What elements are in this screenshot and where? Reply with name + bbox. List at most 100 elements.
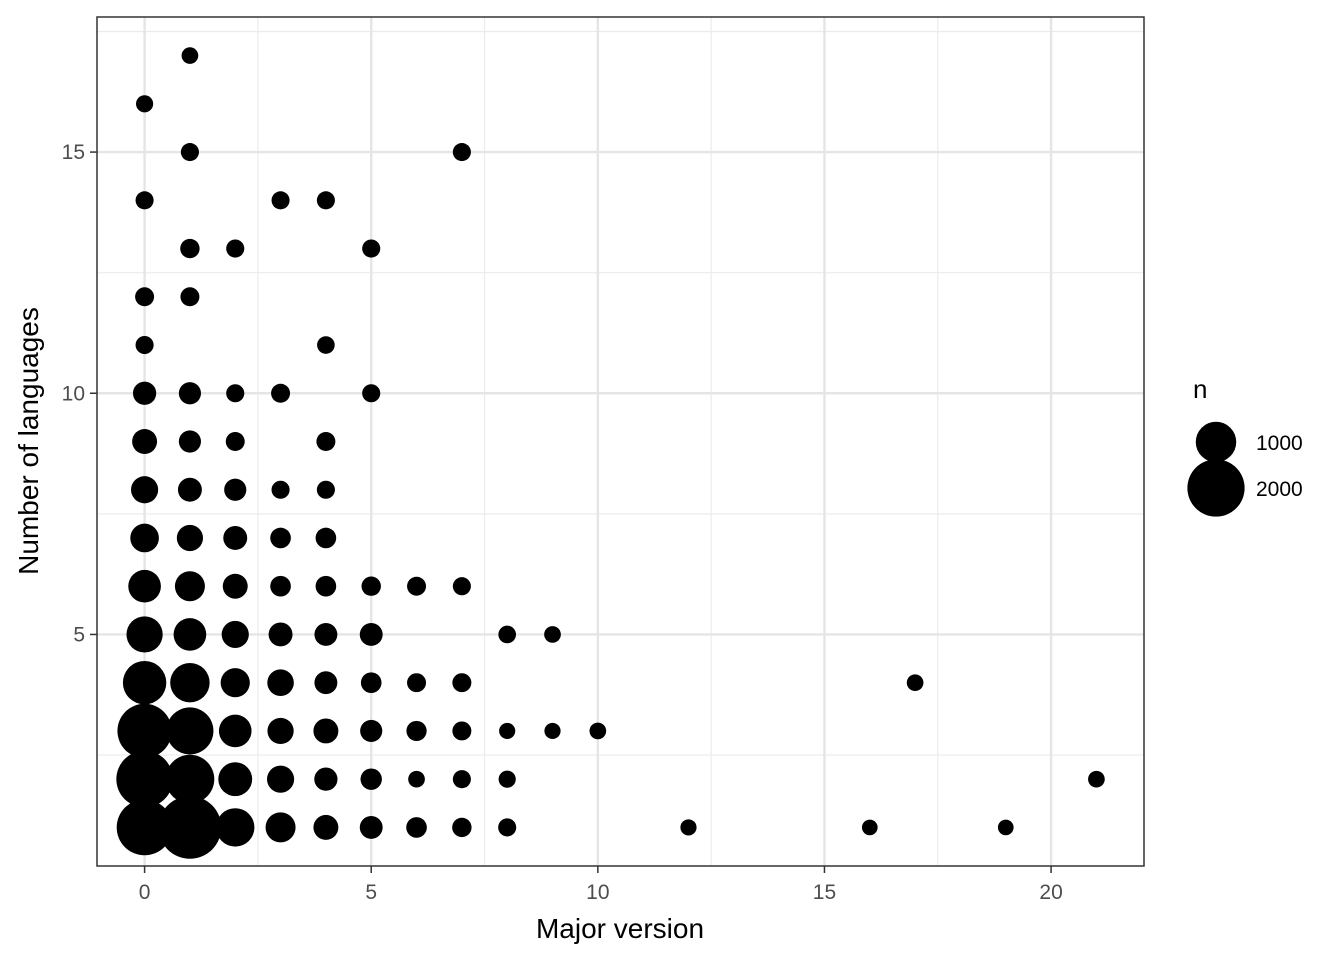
data-point: [314, 623, 338, 646]
data-point: [218, 714, 252, 748]
data-point: [407, 576, 427, 596]
data-point: [178, 382, 202, 405]
size-legend: n 1000 2000: [1187, 374, 1303, 517]
data-point: [268, 622, 293, 647]
data-point: [313, 718, 339, 744]
data-point: [218, 762, 253, 797]
data-point: [174, 571, 205, 602]
data-point: [266, 765, 295, 793]
data-point: [452, 770, 471, 789]
data-point: [226, 239, 245, 258]
data-point: [452, 817, 472, 838]
data-point: [406, 720, 427, 742]
data-point: [178, 430, 202, 453]
data-point: [906, 674, 924, 692]
legend-label: 2000: [1256, 478, 1303, 501]
data-point: [271, 383, 291, 403]
data-point: [544, 722, 561, 740]
data-point: [173, 618, 207, 651]
legend-title: n: [1193, 374, 1207, 404]
data-point: [132, 381, 157, 405]
data-point: [316, 191, 335, 210]
legend-key: [1187, 459, 1245, 517]
data-point: [131, 476, 159, 504]
data-point: [498, 770, 516, 788]
data-point: [315, 527, 337, 549]
data-point: [225, 432, 245, 451]
data-point: [316, 480, 335, 499]
x-tick-label: 15: [813, 881, 836, 904]
y-tick-label: 5: [73, 623, 85, 646]
data-point: [132, 429, 158, 454]
data-point: [180, 143, 199, 162]
data-point: [180, 287, 200, 307]
data-point: [452, 143, 471, 162]
data-point: [407, 673, 427, 693]
data-point: [360, 719, 383, 743]
data-point: [316, 432, 336, 451]
data-point: [1088, 770, 1105, 788]
data-point: [126, 616, 163, 653]
data-point: [314, 767, 338, 791]
data-point: [544, 626, 561, 643]
data-point: [314, 671, 338, 695]
data-point: [271, 480, 290, 499]
data-point: [267, 717, 294, 745]
data-point: [498, 818, 517, 837]
data-point: [452, 577, 471, 596]
data-point: [362, 239, 381, 258]
data-point: [130, 523, 159, 553]
data-point: [223, 526, 248, 550]
data-point: [180, 238, 200, 259]
data-point: [270, 527, 291, 549]
data-point: [452, 673, 472, 693]
x-tick-label: 20: [1039, 881, 1062, 904]
data-point: [158, 796, 222, 859]
data-point: [360, 672, 382, 694]
data-point: [362, 384, 381, 403]
data-point: [226, 384, 245, 403]
data-point: [116, 750, 173, 808]
data-point: [181, 47, 199, 64]
data-point: [861, 819, 878, 836]
data-point: [221, 620, 249, 649]
data-points: [116, 47, 1105, 859]
data-point: [317, 336, 335, 354]
data-point: [406, 817, 427, 838]
data-point: [408, 770, 425, 788]
plot-panel-border: [96, 16, 1145, 867]
x-axis-ticks: 0 5 10 15 20: [139, 866, 1063, 904]
data-point: [270, 575, 291, 597]
data-point: [136, 95, 154, 113]
data-point: [117, 703, 172, 759]
data-point: [265, 812, 296, 843]
data-point: [216, 808, 255, 847]
data-point: [315, 575, 337, 597]
data-point: [135, 335, 154, 355]
data-point: [499, 722, 516, 740]
x-tick-label: 0: [139, 881, 151, 904]
data-point: [122, 660, 167, 705]
data-point: [271, 191, 290, 210]
data-point: [498, 625, 517, 644]
data-point: [165, 754, 215, 804]
legend-label: 1000: [1256, 432, 1303, 455]
data-point: [220, 668, 250, 698]
data-point: [176, 524, 204, 552]
data-point: [128, 569, 161, 603]
data-point: [267, 669, 294, 696]
data-point: [361, 576, 381, 596]
minor-gridlines: [97, 17, 1144, 866]
x-axis-title: Major version: [536, 913, 704, 944]
legend-key: [1195, 421, 1237, 463]
y-axis-title: Number of languages: [13, 307, 44, 575]
data-point: [359, 623, 383, 646]
data-point: [589, 722, 607, 740]
data-point: [170, 662, 210, 703]
data-point: [222, 573, 248, 599]
data-point: [116, 799, 173, 856]
data-point: [452, 721, 472, 741]
data-point: [135, 287, 155, 307]
major-gridlines: [97, 17, 1144, 866]
